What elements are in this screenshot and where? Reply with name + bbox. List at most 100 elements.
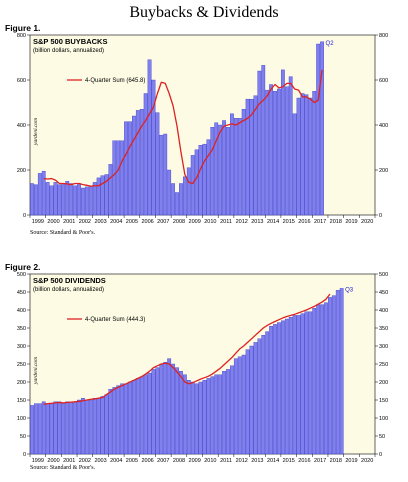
bar <box>296 97 301 216</box>
bar <box>171 183 175 216</box>
bar <box>175 192 179 216</box>
bar <box>222 371 226 455</box>
buybacks-chart: 0 0 200 200 400 400 600 600 800 800 1999 2000 2001 20… <box>17 33 388 225</box>
x-tick-label: 2000 <box>47 219 59 225</box>
x-tick-label: 2008 <box>173 219 185 225</box>
bar <box>233 118 238 216</box>
bar <box>328 297 332 455</box>
x-tick-label: 2020 <box>361 458 373 464</box>
y-tick-label-left: 500 <box>17 272 26 278</box>
x-tick-label: 2000 <box>47 458 59 464</box>
y-tick-label-right: 300 <box>379 344 388 350</box>
bar <box>237 118 242 216</box>
bar <box>249 345 254 455</box>
bar <box>151 79 156 216</box>
line-series-4-quarter-sum <box>43 293 331 405</box>
bar <box>128 121 132 216</box>
bar <box>308 97 313 216</box>
bar <box>292 315 297 455</box>
bar <box>296 315 301 455</box>
bar <box>312 91 317 216</box>
bar <box>308 311 313 455</box>
bar <box>65 181 70 216</box>
bar <box>320 41 324 216</box>
bar <box>222 120 226 216</box>
x-tick-label: 2016 <box>298 219 310 225</box>
bar <box>77 183 81 216</box>
bar <box>92 398 97 455</box>
bar <box>151 369 156 455</box>
bar <box>202 380 207 455</box>
x-tick-label: 2009 <box>189 219 201 225</box>
y-tick-label-right: 0 <box>379 452 382 458</box>
bar <box>320 304 324 455</box>
bar <box>45 403 50 455</box>
y-tick-label-left: 400 <box>17 308 26 314</box>
bar <box>92 182 97 216</box>
y-tick-label-left: 100 <box>17 416 26 422</box>
bar <box>88 185 93 216</box>
bar <box>120 383 125 455</box>
bar <box>104 174 109 216</box>
x-tick-label: 2001 <box>63 458 75 464</box>
x-tick-label: 2003 <box>94 219 106 225</box>
bar <box>284 318 289 455</box>
bar <box>261 335 266 455</box>
bar <box>163 133 168 216</box>
bar <box>108 389 113 455</box>
bar <box>331 295 336 455</box>
y-tick-label-right: 100 <box>379 416 388 422</box>
bar <box>143 93 148 216</box>
bar <box>124 383 128 455</box>
bar <box>233 358 238 455</box>
bar <box>30 183 34 216</box>
y-tick-label-left: 50 <box>20 434 26 440</box>
bar <box>316 43 321 216</box>
bar <box>167 169 172 216</box>
bar <box>198 145 203 216</box>
y-tick-label-right: 500 <box>379 272 388 278</box>
y-tick-label-left: 600 <box>17 78 26 84</box>
y-tick-label-right: 600 <box>379 78 388 84</box>
bar <box>147 372 152 455</box>
bar <box>194 383 199 455</box>
bar <box>288 317 293 455</box>
x-tick-label: 2019 <box>345 458 357 464</box>
x-tick-label: 2014 <box>267 219 279 225</box>
bar <box>41 170 46 216</box>
bar <box>96 177 101 216</box>
x-tick-label: 2009 <box>189 458 201 464</box>
y-tick-label-right: 200 <box>379 380 388 386</box>
bar <box>57 401 62 455</box>
bar <box>245 98 250 216</box>
bar <box>186 167 191 216</box>
bar <box>269 84 273 216</box>
x-tick-label: 2017 <box>314 458 326 464</box>
legend-label: 4-Quarter Sum (444.3) <box>85 317 145 323</box>
bar <box>104 394 109 455</box>
bar <box>37 403 42 455</box>
bar <box>53 182 58 216</box>
bar <box>88 399 93 455</box>
bar <box>288 76 293 216</box>
bar <box>265 89 270 216</box>
chart-subtitle: (billion dollars, annualized) <box>33 48 104 54</box>
y-tick-label-right: 200 <box>379 168 388 174</box>
bar <box>214 122 219 216</box>
bar <box>210 376 215 455</box>
bar <box>33 403 38 455</box>
bar <box>230 365 234 455</box>
bar <box>186 380 191 455</box>
bar <box>163 362 168 455</box>
bar <box>112 387 117 455</box>
bar <box>190 155 195 216</box>
bar <box>116 385 121 455</box>
x-tick-label: 2020 <box>361 219 373 225</box>
bar <box>143 374 148 455</box>
bar <box>116 140 121 216</box>
bar <box>81 398 85 455</box>
y-tick-label-left: 0 <box>23 452 26 458</box>
bar <box>241 109 246 216</box>
bar <box>241 354 246 455</box>
